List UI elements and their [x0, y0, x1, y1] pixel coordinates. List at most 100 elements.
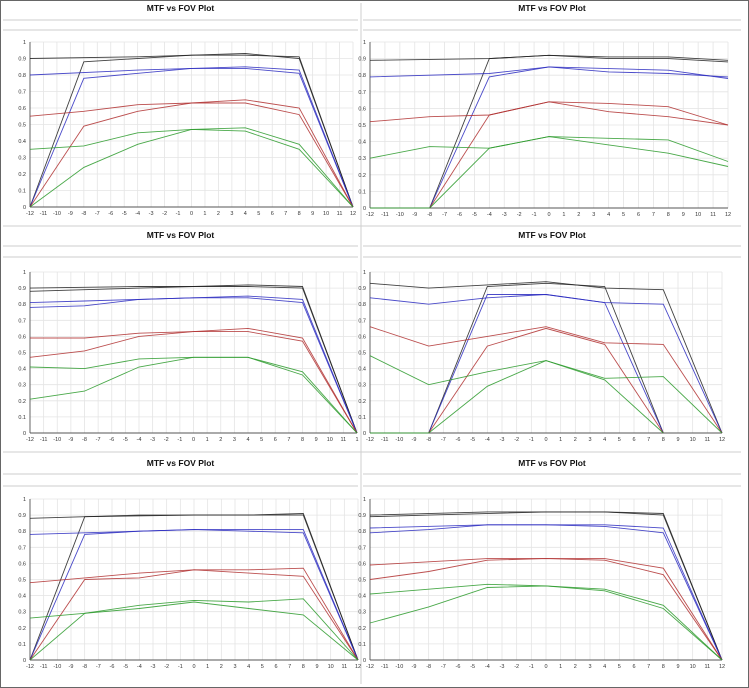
x-tick-label: 9	[311, 211, 314, 217]
x-tick-label: 9	[676, 437, 679, 443]
y-tick-label: 1	[363, 270, 366, 276]
x-tick-label: -8	[82, 437, 87, 443]
x-tick-label: 10	[690, 437, 696, 443]
y-tick-label: 0.9	[358, 286, 366, 292]
x-tick-label: -4	[137, 664, 142, 670]
x-tick-label: 6	[274, 664, 277, 670]
series-line-blue	[29, 529, 359, 661]
x-tick-label: 6	[632, 437, 635, 443]
x-tick-label: -5	[122, 211, 127, 217]
y-tick-label: 0.1	[358, 642, 366, 648]
x-tick-label: -11	[381, 664, 389, 670]
series-line-black	[29, 54, 354, 208]
x-tick-label: 5	[260, 437, 263, 443]
x-tick-label: -6	[456, 437, 461, 443]
x-tick-label: 2	[220, 664, 223, 670]
x-tick-label: 12	[719, 664, 725, 670]
x-tick-label: -7	[441, 437, 446, 443]
y-tick-label: 0.9	[358, 513, 366, 519]
y-tick-label: 0.2	[358, 173, 366, 179]
y-tick-label: 0.9	[358, 57, 366, 63]
x-tick-label: 3	[588, 437, 591, 443]
x-tick-label: 4	[603, 664, 606, 670]
x-tick-label: -1	[532, 212, 537, 218]
y-tick-label: 0.4	[358, 140, 366, 146]
y-tick-label: 0	[363, 658, 366, 664]
y-tick-label: 0.5	[18, 578, 26, 584]
x-tick-label: -3	[500, 664, 505, 670]
x-tick-label: 2	[217, 211, 220, 217]
x-tick-label: 9	[315, 437, 318, 443]
x-tick-label: -6	[456, 664, 461, 670]
x-tick-label: -5	[472, 212, 477, 218]
series-line-green	[369, 585, 723, 661]
x-tick-label: 0	[192, 437, 195, 443]
y-tick-label: 0.2	[358, 626, 366, 632]
x-tick-label: 12	[719, 437, 725, 443]
x-tick-label: -10	[53, 664, 61, 670]
y-tick-label: 1	[363, 497, 366, 503]
x-tick-label: 12	[350, 211, 356, 217]
y-tick-label: 0.2	[358, 399, 366, 405]
y-tick-label: 0.3	[358, 383, 366, 389]
x-tick-label: -2	[162, 211, 167, 217]
y-tick-label: 0	[363, 206, 366, 212]
series-line-blue	[29, 297, 358, 434]
series-line-red	[429, 101, 729, 209]
x-tick-label: 8	[302, 664, 305, 670]
x-tick-label: -12	[26, 664, 34, 670]
x-tick-label: -1	[176, 211, 181, 217]
x-tick-label: 1	[559, 437, 562, 443]
x-tick-label: 4	[603, 437, 606, 443]
x-tick-label: -12	[366, 664, 374, 670]
chart-panel-2: MTF vs FOV Plot-12 -11 -10 -9 -8 -7 -6 -5 -4 -3 -2…	[358, 3, 741, 218]
x-tick-label: -1	[529, 437, 534, 443]
y-tick-label: 0.4	[18, 367, 26, 373]
y-tick-label: 0.3	[358, 156, 366, 162]
x-tick-label: 3	[592, 212, 595, 218]
x-tick-label: 10	[327, 437, 333, 443]
x-tick-label: -7	[441, 664, 446, 670]
x-tick-label: 1	[559, 664, 562, 670]
x-tick-label: -11	[381, 212, 389, 218]
y-tick-label: 0.8	[18, 529, 26, 535]
y-tick-label: 0.1	[358, 189, 366, 195]
x-tick-label: 9	[676, 664, 679, 670]
y-tick-label: 0.5	[358, 123, 366, 129]
x-tick-label: 10	[690, 664, 696, 670]
x-tick-label: 4	[244, 211, 247, 217]
x-tick-label: -10	[396, 212, 404, 218]
x-tick-label: 11	[341, 437, 347, 443]
y-tick-label: 0.8	[18, 73, 26, 79]
x-tick-label: -11	[381, 437, 389, 443]
x-tick-label: -10	[53, 211, 61, 217]
series-line-black	[369, 281, 723, 434]
y-tick-label: 1	[23, 270, 26, 276]
x-tick-label: -11	[40, 437, 48, 443]
x-tick-label: 11	[704, 664, 710, 670]
series-line-blue	[429, 66, 729, 209]
series-line-blue	[369, 524, 723, 661]
x-tick-label: -4	[485, 437, 490, 443]
x-tick-label: 8	[667, 212, 670, 218]
x-tick-label: 0	[192, 664, 195, 670]
y-tick-label: 0	[23, 431, 26, 437]
x-tick-label: 11	[704, 437, 710, 443]
x-tick-label: -3	[151, 664, 156, 670]
x-tick-label: 5	[618, 664, 621, 670]
y-tick-label: 0.3	[358, 610, 366, 616]
x-tick-label: 3	[230, 211, 233, 217]
x-tick-label: -7	[442, 212, 447, 218]
y-tick-label: 0.9	[18, 286, 26, 292]
x-tick-label: -11	[40, 664, 48, 670]
series-line-green	[29, 601, 359, 661]
chart-title: MTF vs FOV Plot	[147, 3, 215, 13]
x-tick-label: -9	[412, 437, 417, 443]
chart-title: MTF vs FOV Plot	[518, 458, 586, 468]
y-tick-label: 1	[23, 497, 26, 503]
chart-title: MTF vs FOV Plot	[147, 458, 215, 468]
y-tick-label: 0.2	[18, 172, 26, 178]
y-tick-label: 0.2	[18, 626, 26, 632]
x-tick-label: 4	[246, 437, 249, 443]
series-line-red	[29, 102, 354, 208]
